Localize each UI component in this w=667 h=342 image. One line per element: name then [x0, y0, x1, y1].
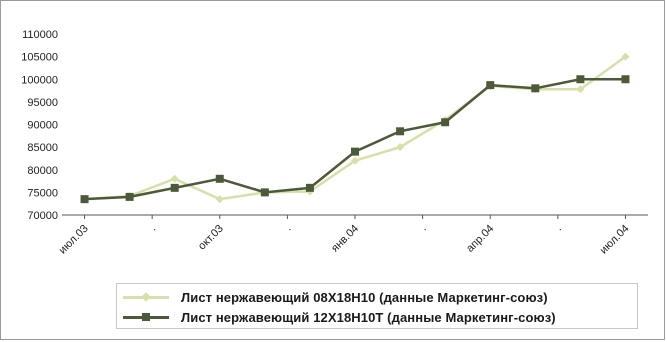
legend-item-series-1: Лист нержавеющий 08Х18Н10 (данные Маркет…	[123, 287, 548, 307]
x-tick-dot: .	[148, 223, 159, 234]
data-point	[351, 147, 359, 156]
x-tick-label: июл.04	[598, 223, 632, 257]
y-tick-label: 90000	[27, 120, 58, 132]
y-tick-label: 95000	[27, 97, 58, 109]
data-point	[170, 183, 179, 192]
legend: Лист нержавеющий 08Х18Н10 (данные Маркет…	[116, 283, 638, 329]
series-1	[80, 52, 630, 204]
x-tick-dot: .	[283, 223, 294, 234]
y-tick-label: 80000	[27, 165, 58, 177]
data-point	[125, 192, 134, 201]
data-point	[396, 143, 405, 152]
data-point	[260, 188, 269, 197]
data-point	[170, 174, 179, 183]
y-tick-label: 75000	[27, 187, 58, 199]
data-point	[621, 75, 630, 84]
data-point	[576, 85, 585, 94]
data-point	[305, 183, 314, 192]
data-point	[215, 195, 224, 204]
x-tick-dot: .	[418, 223, 429, 234]
legend-label-series-1: Лист нержавеющий 08Х18Н10 (данные Маркет…	[181, 289, 548, 305]
legend-swatch-series-1	[123, 291, 169, 303]
x-tick-label: янв.04	[329, 223, 361, 255]
legend-label-series-2: Лист нержавеющий 12Х18Н10Т (данные Марке…	[181, 309, 556, 325]
data-point	[80, 195, 89, 204]
legend-item-series-2: Лист нержавеющий 12Х18Н10Т (данные Марке…	[123, 307, 556, 327]
data-point	[621, 52, 630, 61]
y-tick-label: 100000	[21, 74, 58, 86]
data-point	[441, 118, 450, 127]
x-tick-label: апр.04	[464, 223, 496, 255]
series-layer	[80, 52, 630, 204]
data-point	[531, 84, 540, 93]
series-2	[80, 75, 630, 204]
y-tick-label: 85000	[27, 142, 58, 154]
x-tick-label: июл.03	[57, 223, 91, 257]
data-point	[351, 156, 359, 165]
y-tick-label: 105000	[21, 52, 58, 64]
y-axis: 110000 105000 100000 95000 90000 85000 80000 75…	[21, 29, 58, 222]
x-axis: июл.03. окт.03. янв.04. апр.04. июл.04	[57, 214, 648, 257]
data-point	[396, 127, 405, 136]
x-tick-dot: .	[553, 223, 564, 234]
data-point	[215, 174, 224, 183]
data-point	[486, 81, 495, 90]
series-line-1	[84, 55, 627, 201]
y-tick-label: 70000	[27, 210, 58, 222]
legend-swatch-series-2	[123, 311, 169, 323]
y-tick-label: 110000	[22, 29, 58, 41]
data-point	[576, 75, 585, 84]
x-tick-label: окт.03	[196, 223, 226, 253]
